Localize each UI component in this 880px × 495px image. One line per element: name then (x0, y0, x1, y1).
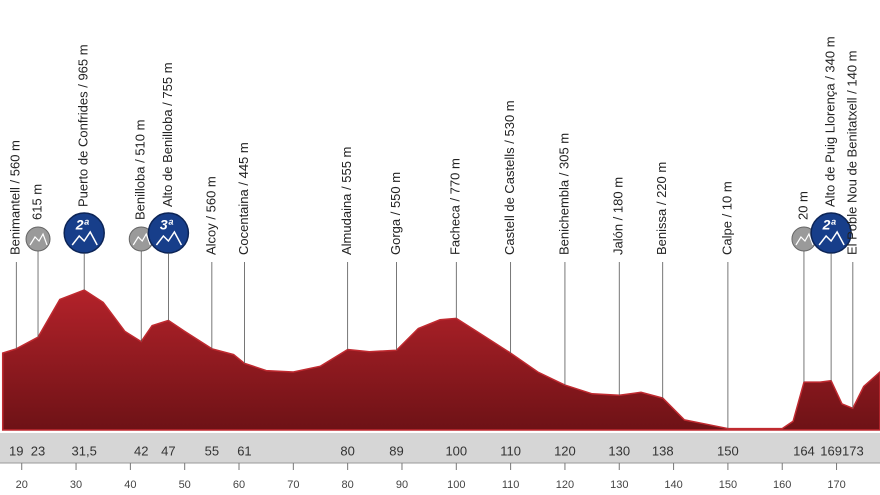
km-label: 150 (717, 443, 739, 458)
place-label: Alto de Benilloba / 755 m (160, 62, 175, 207)
x-tick-label: 30 (70, 479, 82, 491)
x-tick-label: 90 (396, 479, 408, 491)
km-label: 55 (205, 443, 219, 458)
x-tick-label: 70 (287, 479, 299, 491)
sprint-mountain (132, 232, 151, 246)
km-label: 80 (340, 443, 354, 458)
km-label: 173 (842, 443, 864, 458)
km-label: 169 (820, 443, 842, 458)
category-label: 2ª (822, 217, 837, 233)
place-label: Castell de Castells / 530 m (502, 100, 517, 255)
place-label: Facheca / 770 m (448, 158, 463, 255)
place-label: Gorga / 550 m (388, 172, 403, 255)
x-tick-label: 140 (664, 479, 682, 491)
place-label: Jalón / 180 m (611, 177, 626, 255)
x-tick-label: 110 (502, 479, 520, 491)
place-label: Benimantell / 560 m (8, 140, 23, 255)
place-label: Puerto de Confrides / 965 m (76, 44, 91, 207)
km-label: 138 (652, 443, 674, 458)
sprint-mountain (29, 232, 48, 246)
km-label: 42 (134, 443, 148, 458)
place-label: Benichembla / 305 m (556, 133, 571, 255)
km-label: 47 (161, 443, 175, 458)
sprint-mountain (795, 232, 814, 246)
km-label: 23 (31, 443, 45, 458)
x-tick-label: 160 (773, 479, 791, 491)
elevation-profile (1, 289, 880, 431)
x-tick-label: 120 (556, 479, 574, 491)
category-label: 2ª (75, 217, 90, 233)
place-label: 20 m (795, 191, 810, 220)
place-label: Calpe / 10 m (719, 181, 734, 255)
place-label: Alto de Puig Llorença / 340 m (823, 36, 838, 207)
place-label: Benilloba / 510 m (133, 120, 148, 220)
sprint-icon (25, 226, 51, 252)
place-label: Almudaina / 555 m (339, 147, 354, 255)
x-tick-label: 100 (447, 479, 465, 491)
badge-mountain (818, 230, 845, 246)
km-label: 61 (237, 443, 251, 458)
x-tick-label: 50 (179, 479, 191, 491)
x-tick-label: 60 (233, 479, 245, 491)
x-tick-label: 20 (16, 479, 28, 491)
place-label: El Poble Nou de Benitatxell / 140 m (844, 50, 859, 255)
km-label: 100 (445, 443, 467, 458)
x-tick-label: 40 (124, 479, 136, 491)
category-label: 3ª (160, 217, 174, 233)
km-band (0, 433, 880, 463)
km-label: 19 (9, 443, 23, 458)
x-tick-label: 150 (719, 479, 737, 491)
km-label: 120 (554, 443, 576, 458)
badge-mountain (155, 230, 183, 246)
x-tick-label: 130 (610, 479, 628, 491)
km-label: 164 (793, 443, 815, 458)
place-label: Alcoy / 560 m (203, 176, 218, 255)
place-label: Cocentaina / 445 m (236, 142, 251, 255)
km-label: 110 (500, 443, 521, 458)
badge-mountain (71, 230, 98, 246)
km-label: 31,5 (72, 443, 97, 458)
x-tick-label: 170 (827, 479, 845, 491)
place-label: Benissa / 220 m (654, 162, 669, 255)
x-tick-label: 80 (342, 479, 354, 491)
km-label: 130 (608, 443, 630, 458)
place-label: 615 m (29, 184, 44, 220)
km-label: 89 (389, 443, 403, 458)
